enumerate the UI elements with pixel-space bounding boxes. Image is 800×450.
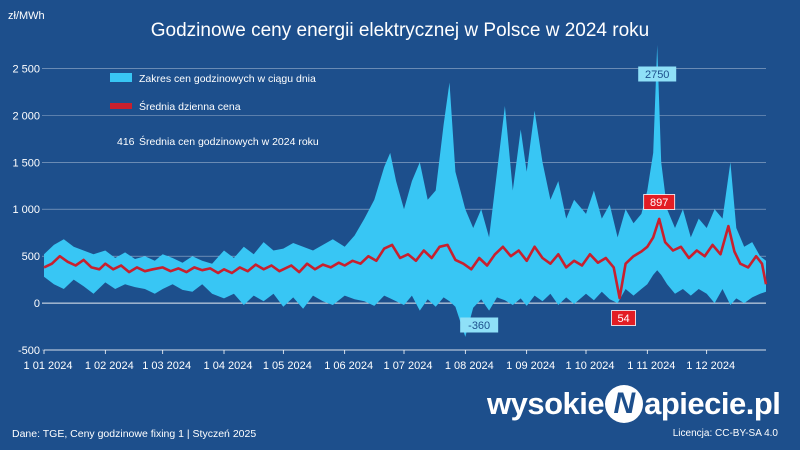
- axis-layer: 2 500 2 000 1 500 1 000 500 0 -500 1 01 2024 1 0…: [12, 63, 766, 372]
- x-tick-label: 1 04 2024: [204, 360, 253, 372]
- y-tick-label: 2 000: [12, 110, 40, 122]
- y-tick-label: 500: [22, 251, 40, 263]
- y-tick-label: -500: [18, 345, 40, 357]
- y-tick-label: 2 500: [12, 63, 40, 75]
- x-tick-label: 1 01 2024: [24, 360, 73, 372]
- annotation-box: [611, 310, 636, 326]
- annotations: 2750 897 -360 54: [460, 66, 677, 333]
- y-axis-unit-label: zł/MWh: [8, 10, 45, 22]
- series-range-area: [44, 45, 766, 337]
- legend-line-label: Średnia dzienna cena: [139, 100, 241, 113]
- data-source-footer: Dane: TGE, Ceny godzinowe fixing 1 | Sty…: [12, 428, 257, 440]
- chart-title: Godzinowe ceny energii elektrycznej w Po…: [150, 20, 650, 41]
- x-tick-label: 1 09 2024: [506, 360, 555, 372]
- y-tick-label: 1 000: [12, 204, 40, 216]
- annotation-label: -360: [468, 320, 490, 332]
- annotation-box: [638, 66, 677, 82]
- legend-range-label: Zakres cen godzinowych w ciągu dnia: [139, 73, 316, 85]
- logo-text-left: wysokie: [487, 386, 605, 421]
- x-tick-label: 1 08 2024: [445, 360, 494, 372]
- logo-mark-icon: N: [605, 385, 644, 423]
- y-tick-label: 0: [34, 298, 40, 310]
- x-tick-label: 1 02 2024: [85, 360, 134, 372]
- x-tick-label: 1 03 2024: [142, 360, 191, 372]
- legend-range-swatch: [110, 73, 132, 82]
- annotation-box: [643, 194, 676, 210]
- y-tick-label: 1 500: [12, 157, 40, 169]
- annotation-label: 2750: [645, 69, 669, 81]
- x-tick-label: 1 07 2024: [384, 360, 433, 372]
- annotation-label: 897: [650, 197, 668, 209]
- annotation-label: 54: [617, 313, 629, 325]
- annotation-box: [460, 317, 499, 333]
- x-tick-label: 1 05 2024: [263, 360, 312, 372]
- x-tick-label: 1 10 2024: [566, 360, 615, 372]
- legend-average-value: 416: [117, 136, 135, 148]
- x-tick-label: 1 11 2024: [627, 360, 675, 372]
- license-footer: Licencja: CC-BY-SA 4.0: [672, 428, 778, 439]
- data-layer: [43, 45, 768, 337]
- x-tick-label: 1 06 2024: [324, 360, 373, 372]
- legend-average-label: Średnia cen godzinowych w 2024 roku: [139, 135, 319, 148]
- legend: Zakres cen godzinowych w ciągu dnia Średn…: [110, 73, 319, 148]
- series-average-line: [43, 217, 768, 300]
- legend-line-swatch: [110, 103, 132, 109]
- x-tick-label: 1 12 2024: [686, 360, 735, 372]
- logo-mark-letter: N: [613, 387, 636, 420]
- brand-logo: wysokie N apiecie.pl: [487, 384, 781, 424]
- logo-text-right: apiecie.pl: [644, 386, 781, 421]
